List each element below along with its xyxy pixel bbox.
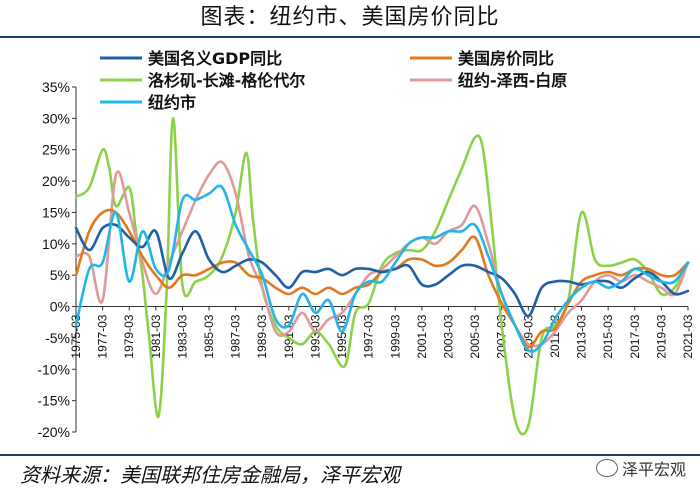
- y-tick-label: 30%: [42, 110, 70, 126]
- x-tick-label: 2013-03: [575, 314, 589, 358]
- legend-label-3: 纽约-泽西-白原: [458, 71, 567, 90]
- title-divider: [0, 36, 700, 38]
- x-tick-label: 1975-03: [69, 314, 83, 358]
- x-tick-label: 1989-03: [255, 314, 269, 358]
- x-tick-label: 1979-03: [122, 314, 136, 358]
- x-tick-label: 2015-03: [601, 314, 615, 358]
- y-axis-ticks: -20% -15% -10% -5% 0% 5% 10% 15% 20% 25% 30% 35%: [37, 79, 77, 440]
- x-tick-label: 1981-03: [149, 314, 163, 358]
- x-tick-label: 2001-03: [415, 314, 429, 358]
- chart-title: 图表：纽约市、美国房价同比: [200, 5, 500, 30]
- y-tick-label: 35%: [42, 79, 70, 95]
- legend-label-4: 纽约市: [148, 93, 196, 112]
- legend-label-1: 美国房价同比: [458, 49, 554, 68]
- x-tick-label: 2019-03: [654, 314, 668, 358]
- source-note: 资料来源：美国联邦住房金融局，泽平宏观: [20, 463, 400, 487]
- x-tick-label: 2003-03: [442, 314, 456, 358]
- source-divider: [0, 454, 700, 456]
- x-axis: 1975-03 1977-03 1979-03 1981-03 1983-03 1985-…: [69, 306, 695, 359]
- y-tick-label: 5%: [50, 267, 70, 283]
- y-tick-label: 10%: [42, 236, 70, 252]
- y-tick-label: 15%: [42, 204, 70, 220]
- legend-label-0: 美国名义GDP同比: [148, 49, 282, 68]
- x-tick-label: 1983-03: [175, 314, 189, 358]
- legend-label-2: 洛杉矶-长滩-格伦代尔: [148, 71, 305, 90]
- y-tick-label: 0%: [50, 299, 70, 315]
- watermark: 泽平宏观: [595, 456, 686, 480]
- x-tick-label: 1997-03: [362, 314, 376, 358]
- series-line-4: [74, 184, 690, 353]
- y-tick-label: -15%: [37, 393, 70, 409]
- x-tick-label: 1977-03: [96, 314, 110, 358]
- y-tick-label: 20%: [42, 173, 70, 189]
- x-tick-label: 1987-03: [229, 314, 243, 358]
- x-tick-label: 1999-03: [388, 314, 402, 358]
- wechat-icon: [595, 459, 618, 477]
- y-tick-label: -5%: [45, 330, 70, 346]
- x-tick-label: 2005-03: [468, 314, 482, 358]
- y-tick-label: 25%: [42, 142, 70, 158]
- watermark-text: 泽平宏观: [621, 460, 686, 479]
- series-lines: [74, 117, 690, 436]
- y-tick-label: -10%: [37, 361, 70, 377]
- x-tick-label: 2021-03: [681, 314, 695, 358]
- x-tick-label: 2017-03: [628, 314, 642, 358]
- y-tick-label: -20%: [37, 424, 70, 440]
- x-tick-label: 1985-03: [202, 314, 216, 358]
